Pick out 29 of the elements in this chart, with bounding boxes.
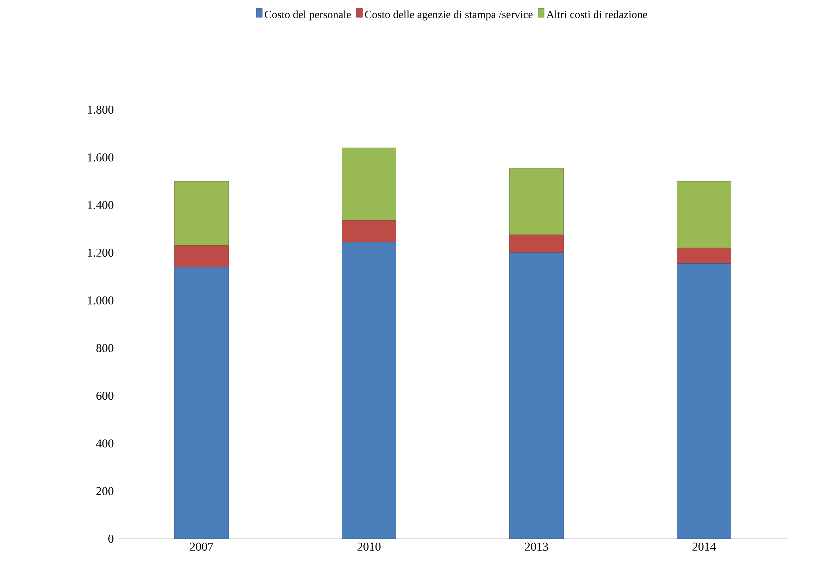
x-tick-label: 2007	[190, 542, 214, 551]
y-tick-label: 0	[108, 534, 114, 544]
x-tick-label: 2013	[525, 542, 548, 551]
y-tick-label: 1.600	[88, 154, 114, 162]
x-tick-label: 2010	[358, 542, 381, 551]
bar	[342, 148, 396, 222]
bar	[677, 181, 732, 248]
bar	[510, 168, 564, 236]
y-tick-label: 200	[96, 487, 114, 496]
y-tick-label: 400	[96, 440, 114, 448]
bar	[510, 234, 564, 254]
bar	[174, 181, 229, 246]
bar	[510, 252, 564, 540]
x-tick-label: 2014	[692, 542, 716, 551]
y-tick-label: 1.800	[88, 106, 114, 114]
legend-label: Costo delle agenzie di stampa /service	[365, 10, 533, 21]
bar	[342, 220, 396, 242]
legend-label: Altri costi di redazione	[546, 10, 648, 18]
bar	[342, 242, 396, 540]
y-tick-label: 1.000	[88, 296, 114, 305]
bar	[677, 264, 732, 540]
y-tick-label: 1.400	[88, 201, 114, 210]
y-tick-label: 1.200	[88, 248, 114, 258]
y-tick-label: 800	[96, 344, 114, 352]
bar	[174, 267, 229, 540]
bar	[174, 246, 229, 268]
legend-label: Costo del personale	[265, 10, 352, 21]
y-tick-label: 600	[96, 392, 114, 400]
bar	[677, 248, 732, 264]
